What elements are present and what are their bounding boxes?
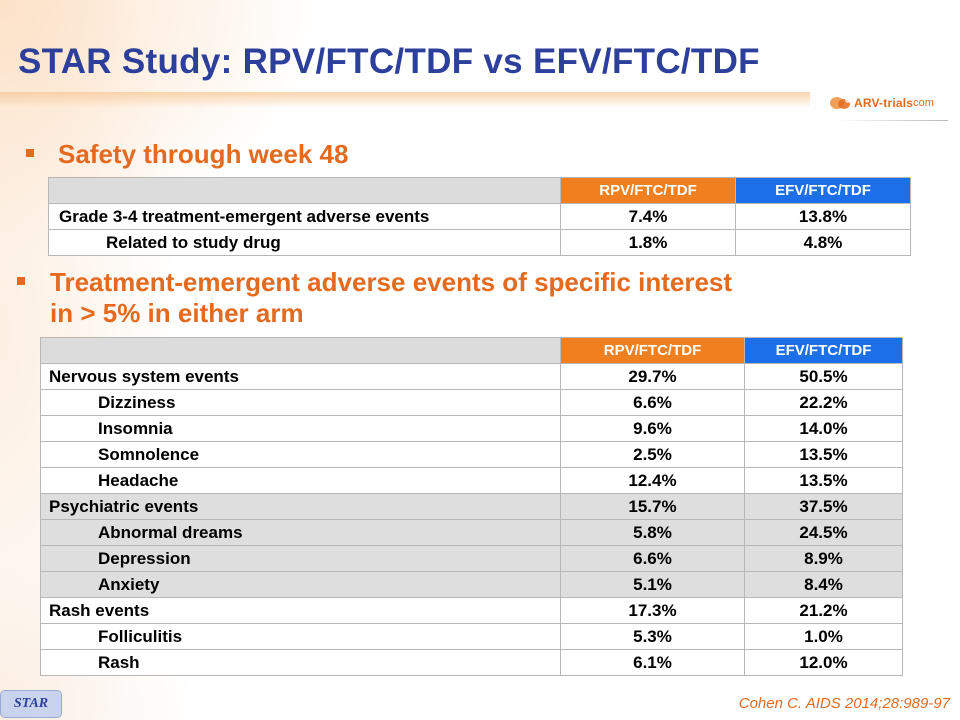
table-row: Rash 6.1% 12.0% [40,649,903,676]
table-corner-cell [48,177,561,204]
rpv-value: 2.5% [560,441,745,468]
bullet-square-icon [17,277,25,285]
rpv-value: 15.7% [560,493,745,520]
logo-suffix: com [913,97,934,109]
row-label: Grade 3-4 treatment-emergent adverse eve… [48,203,561,230]
efv-value: 12.0% [744,649,903,676]
row-label: Somnolence [40,441,561,468]
rpv-value: 5.1% [560,571,745,598]
section2-heading-line1: Treatment-emergent adverse events of spe… [50,267,733,297]
row-label: Anxiety [40,571,561,598]
table-row: Dizziness 6.6% 22.2% [40,389,903,416]
section1-heading-text: Safety through week 48 [58,139,349,169]
table-row: Somnolence 2.5% 13.5% [40,441,903,468]
table-row: Nervous system events 29.7% 50.5% [40,363,903,390]
section2-heading-line2: in > 5% in either arm [50,298,304,328]
table-row: Folliculitis 5.3% 1.0% [40,623,903,650]
table-row: Rash events 17.3% 21.2% [40,597,903,624]
title-underline [0,92,810,108]
row-label: Headache [40,467,561,494]
study-tab-star[interactable]: STAR [0,690,62,718]
logo-swirl-icon [828,94,854,112]
row-label: Insomnia [40,415,561,442]
row-label: Depression [40,545,561,572]
table-row: Abnormal dreams 5.8% 24.5% [40,519,903,546]
table-row: Depression 6.6% 8.9% [40,545,903,572]
rpv-value: 29.7% [560,363,745,390]
rpv-value: 6.6% [560,545,745,572]
efv-value: 4.8% [735,229,911,256]
rpv-value: 5.8% [560,519,745,546]
logo-divider [836,120,948,121]
efv-value: 13.8% [735,203,911,230]
section2-heading: Treatment-emergent adverse events of spe… [17,267,733,329]
table-corner-cell [40,337,561,364]
rpv-value: 6.6% [560,389,745,416]
table-row: Psychiatric events 15.7% 37.5% [40,493,903,520]
table-row: Insomnia 9.6% 14.0% [40,415,903,442]
section1-heading: Safety through week 48 [26,139,349,170]
citation-text: Cohen C. AIDS 2014;28:989-97 [738,695,950,712]
row-label: Dizziness [40,389,561,416]
efv-value: 50.5% [744,363,903,390]
rpv-value: 9.6% [560,415,745,442]
column-header-efv: EFV/FTC/TDF [744,337,903,364]
rpv-value: 7.4% [560,203,736,230]
column-header-efv: EFV/FTC/TDF [735,177,911,204]
column-header-rpv: RPV/FTC/TDF [560,337,745,364]
rpv-value: 5.3% [560,623,745,650]
row-label: Nervous system events [40,363,561,390]
efv-value: 14.0% [744,415,903,442]
row-label: Folliculitis [40,623,561,650]
row-label: Rash [40,649,561,676]
row-label: Abnormal dreams [40,519,561,546]
efv-value: 22.2% [744,389,903,416]
slide-title: STAR Study: RPV/FTC/TDF vs EFV/FTC/TDF [18,42,760,81]
efv-value: 8.9% [744,545,903,572]
row-label: Rash events [40,597,561,624]
row-label: Related to study drug [48,229,561,256]
arv-trials-logo: ARV-trials com [828,92,950,114]
efv-value: 8.4% [744,571,903,598]
efv-value: 13.5% [744,467,903,494]
efv-value: 37.5% [744,493,903,520]
safety-table: RPV/FTC/TDF EFV/FTC/TDF Grade 3-4 treatm… [48,177,911,256]
column-header-rpv: RPV/FTC/TDF [560,177,736,204]
efv-value: 21.2% [744,597,903,624]
efv-value: 13.5% [744,441,903,468]
rpv-value: 17.3% [560,597,745,624]
table-row: Anxiety 5.1% 8.4% [40,571,903,598]
table-row: Grade 3-4 treatment-emergent adverse eve… [48,203,911,230]
bullet-square-icon [26,149,34,157]
row-label: Psychiatric events [40,493,561,520]
rpv-value: 6.1% [560,649,745,676]
rpv-value: 12.4% [560,467,745,494]
adverse-events-table: RPV/FTC/TDF EFV/FTC/TDF Nervous system e… [40,337,903,676]
rpv-value: 1.8% [560,229,736,256]
table-row: Headache 12.4% 13.5% [40,467,903,494]
logo-text: ARV-trials [854,96,914,110]
efv-value: 1.0% [744,623,903,650]
efv-value: 24.5% [744,519,903,546]
table-row: Related to study drug 1.8% 4.8% [48,229,911,256]
